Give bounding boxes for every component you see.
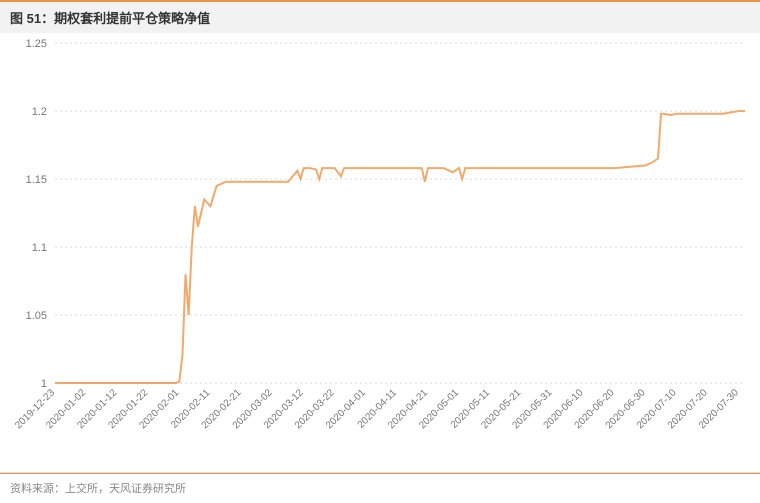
footer-bar: 资料来源：上交所，天风证券研究所 [0,473,760,502]
x-ticks: 2019-12-232020-01-022020-01-122020-01-22… [13,387,741,431]
chart-title: 图 51：期权套利提前平仓策略净值 [10,8,750,27]
title-bar: 图 51：期权套利提前平仓策略净值 [0,0,760,33]
chart-area: 1 1.05 1.1 1.15 1.2 1.25 2019-12-232020-01-02… [0,33,760,473]
y-tick-label: 1 [41,378,47,390]
source-text: 资料来源：上交所，天风证券研究所 [10,480,750,496]
figure-container: 图 51：期权套利提前平仓策略净值 1 1.05 1.1 1.15 1.2 1.25 20… [0,0,760,503]
y-ticks: 1 1.05 1.1 1.15 1.2 1.25 [26,38,47,390]
chart-svg: 1 1.05 1.1 1.15 1.2 1.25 2019-12-232020-01-02… [0,33,760,473]
grid-group [55,43,745,383]
y-tick-label: 1.05 [26,310,47,322]
y-tick-label: 1.15 [26,174,47,186]
y-tick-label: 1.2 [32,106,47,118]
y-tick-label: 1.25 [26,38,47,50]
y-tick-label: 1.1 [32,242,47,254]
